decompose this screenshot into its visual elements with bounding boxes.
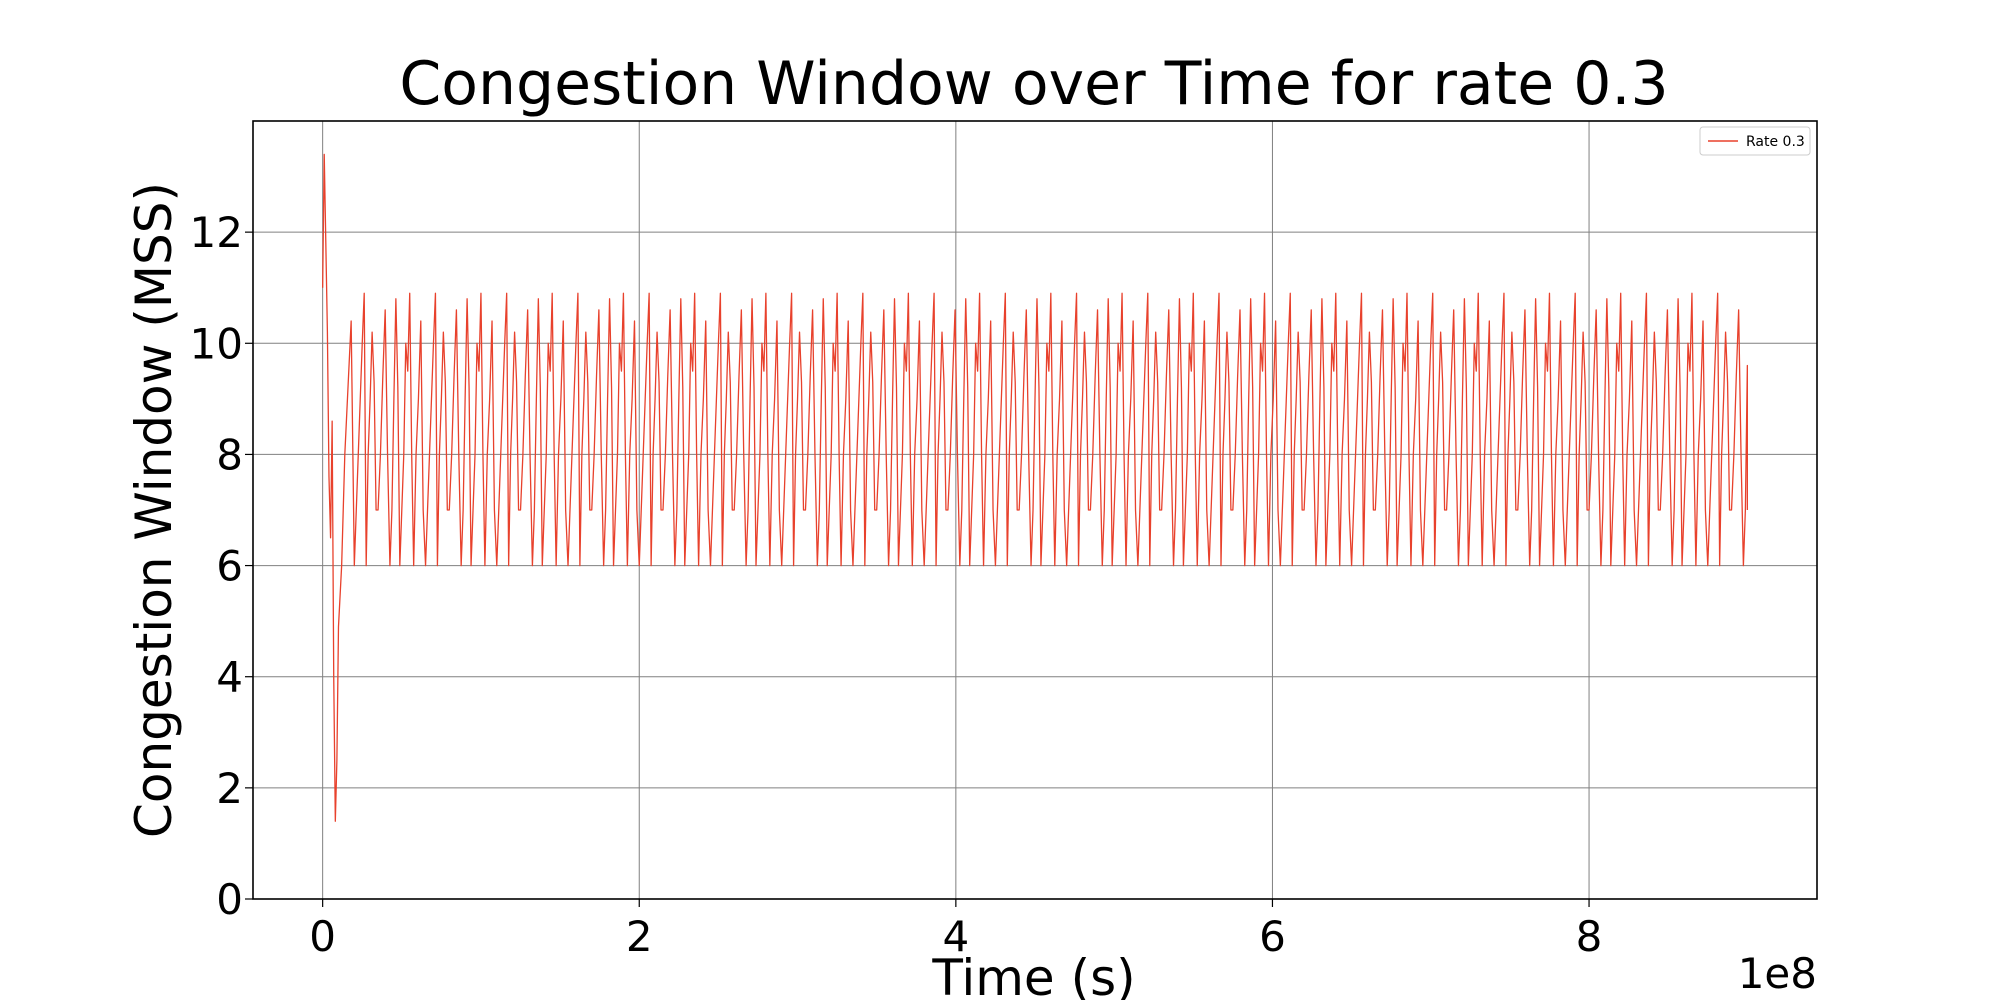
legend: Rate 0.3: [1699, 126, 1811, 156]
plot-data: [322, 153, 1748, 822]
y-tick-label: 6: [216, 542, 243, 591]
legend-box: [1699, 126, 1811, 156]
y-axis-ticks: 0 2 4 6 8 10 12: [190, 208, 253, 924]
x-axis-ticks: 0 2 4 6 8: [309, 899, 1602, 961]
grid-lines: [253, 121, 1817, 899]
x-tick-label: 6: [1259, 912, 1286, 961]
y-tick-label: 0: [216, 875, 243, 924]
x-tick-label: 2: [626, 912, 653, 961]
x-tick-label: 4: [942, 912, 969, 961]
chart-title: Congestion Window over Time for rate 0.3: [399, 49, 1668, 119]
x-axis-label: Time (s): [931, 949, 1135, 1000]
legend-series-label: Rate 0.3: [1746, 134, 1805, 150]
plot-area-border: [252, 120, 1818, 900]
y-tick-label: 10: [190, 319, 243, 368]
x-axis-offset-label: 1e8: [1738, 949, 1817, 998]
y-tick-label: 8: [216, 430, 243, 479]
series-line-rate-0-3: [322, 153, 1748, 822]
x-tick-label: 8: [1576, 912, 1603, 961]
y-tick-label: 4: [216, 653, 243, 702]
y-tick-label: 2: [216, 764, 243, 813]
y-tick-label: 12: [190, 208, 243, 257]
x-tick-label: 0: [309, 912, 336, 961]
y-axis-label: Congestion Window (MSS): [125, 182, 183, 838]
